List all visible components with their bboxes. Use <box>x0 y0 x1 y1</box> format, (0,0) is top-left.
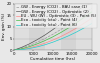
Eco - toxicity (ctu) - Point (4) <box>13 50 14 51</box>
EU - WU (W) - Optimistic (3) - Point (5) <box>29 47 30 48</box>
Bar <box>92 4 100 50</box>
Line: Eco - toxicity (ctu) - Point (6): Eco - toxicity (ctu) - Point (6) <box>14 24 92 50</box>
EU - WU (W) - Optimistic (3) - Point (5) <box>60 36 61 37</box>
Bar <box>76 4 92 50</box>
Bar <box>14 4 29 50</box>
Eco - toxicity (ctu) - Point (4) <box>60 32 61 33</box>
GW - Energy (CO2) - Optimistic (2) <box>37 39 38 40</box>
GW - Energy (CO2) - Optimistic (2) <box>60 23 61 24</box>
Eco - toxicity (ctu) - Point (6) <box>13 50 14 51</box>
Eco - toxicity (ctu) - Point (4) <box>44 40 46 41</box>
EU - WU (W) - Optimistic (3) - Point (5) <box>13 50 14 51</box>
GW - Energy (CO2) - BAU case (1) <box>76 19 77 20</box>
Eco - toxicity (ctu) - Point (6) <box>60 39 61 40</box>
Eco - toxicity (ctu) - Point (6) <box>44 44 46 45</box>
Eco - toxicity (ctu) - Point (4) <box>37 43 38 44</box>
GW - Energy (CO2) - Optimistic (2) <box>29 43 30 44</box>
Eco - toxicity (ctu) - Point (6) <box>76 32 77 33</box>
GW - Energy (CO2) - Optimistic (2) <box>91 3 92 4</box>
EU - WU (W) - Optimistic (3) - Point (5) <box>37 45 38 46</box>
EU - WU (W) - Optimistic (3) - Point (5) <box>83 23 84 24</box>
GW - Energy (CO2) - Optimistic (2) <box>21 47 22 48</box>
Eco - toxicity (ctu) - Point (6) <box>29 48 30 49</box>
Line: Eco - toxicity (ctu) - Point (4): Eco - toxicity (ctu) - Point (4) <box>14 12 92 50</box>
EU - WU (W) - Optimistic (3) - Point (5) <box>68 32 69 33</box>
EU - WU (W) - Optimistic (3) - Point (5) <box>21 49 22 50</box>
EU - WU (W) - Optimistic (3) - Point (5) <box>52 40 53 41</box>
Bar <box>60 4 76 50</box>
Eco - toxicity (ctu) - Point (6) <box>91 23 92 24</box>
GW - Energy (CO2) - Optimistic (2) <box>68 17 69 18</box>
Legend: GW - Energy (CO2) - BAU case (1), GW - Energy (CO2) - Optimistic (2), EU - WU (W: GW - Energy (CO2) - BAU case (1), GW - E… <box>15 4 97 28</box>
GW - Energy (CO2) - BAU case (1) <box>91 8 92 9</box>
Line: EU - WU (W) - Optimistic (3) - Point (5): EU - WU (W) - Optimistic (3) - Point (5) <box>14 18 92 50</box>
Eco - toxicity (ctu) - Point (4) <box>52 36 53 37</box>
X-axis label: Cumulative time (hrs): Cumulative time (hrs) <box>30 57 75 61</box>
GW - Energy (CO2) - BAU case (1) <box>37 42 38 43</box>
Line: GW - Energy (CO2) - BAU case (1): GW - Energy (CO2) - BAU case (1) <box>14 8 92 50</box>
Bar <box>29 4 45 50</box>
GW - Energy (CO2) - Optimistic (2) <box>13 50 14 51</box>
GW - Energy (CO2) - Optimistic (2) <box>52 29 53 30</box>
Bar <box>45 4 60 50</box>
GW - Energy (CO2) - BAU case (1) <box>44 38 46 39</box>
GW - Energy (CO2) - Optimistic (2) <box>76 11 77 12</box>
GW - Energy (CO2) - BAU case (1) <box>13 50 14 51</box>
Eco - toxicity (ctu) - Point (4) <box>83 17 84 18</box>
Eco - toxicity (ctu) - Point (6) <box>37 46 38 47</box>
Eco - toxicity (ctu) - Point (4) <box>21 48 22 49</box>
GW - Energy (CO2) - BAU case (1) <box>29 45 30 46</box>
Eco - toxicity (ctu) - Point (4) <box>29 46 30 47</box>
Eco - toxicity (ctu) - Point (6) <box>21 49 22 50</box>
Y-axis label: Env. gain (%): Env. gain (%) <box>2 13 6 40</box>
Eco - toxicity (ctu) - Point (6) <box>52 42 53 43</box>
EU - WU (W) - Optimistic (3) - Point (5) <box>76 28 77 29</box>
EU - WU (W) - Optimistic (3) - Point (5) <box>44 43 46 44</box>
GW - Energy (CO2) - BAU case (1) <box>68 24 69 25</box>
GW - Energy (CO2) - BAU case (1) <box>52 34 53 35</box>
GW - Energy (CO2) - BAU case (1) <box>60 29 61 30</box>
Line: GW - Energy (CO2) - Optimistic (2): GW - Energy (CO2) - Optimistic (2) <box>14 4 92 50</box>
EU - WU (W) - Optimistic (3) - Point (5) <box>91 18 92 19</box>
